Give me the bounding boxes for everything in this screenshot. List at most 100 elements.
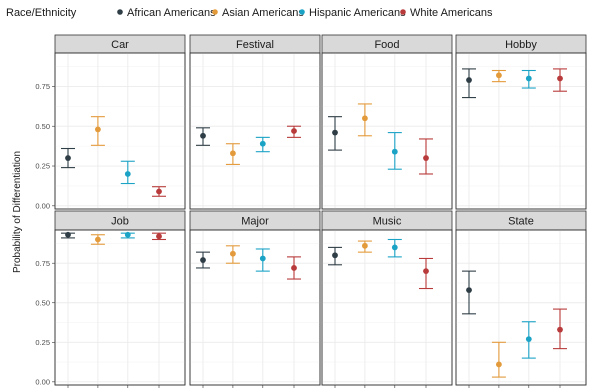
legend-title: Race/Ethnicity — [6, 7, 77, 19]
data-point — [200, 257, 206, 263]
legend: Race/Ethnicity African Americans Asian Am… — [6, 7, 493, 19]
data-point — [423, 268, 429, 275]
point-range — [196, 251, 210, 269]
data-point — [259, 255, 266, 262]
point-range — [491, 69, 506, 83]
data-point — [95, 126, 101, 133]
data-point — [391, 148, 398, 155]
point-range — [61, 231, 75, 239]
y-tick-label: 0.25 — [35, 338, 50, 347]
panel-border — [321, 52, 453, 210]
y-tick-label: 0.00 — [35, 377, 50, 386]
point-range — [491, 341, 506, 378]
point-range — [387, 238, 402, 258]
panel-background — [455, 229, 587, 386]
facet-title: Hobby — [505, 39, 537, 51]
data-point — [156, 233, 162, 240]
panel-background — [321, 229, 453, 386]
data-point — [332, 252, 338, 259]
point-range — [387, 132, 402, 170]
data-point — [466, 287, 472, 294]
panel-border — [455, 229, 587, 386]
facet-panel: Car 0.00 0.25 0.50 0.75 — [35, 34, 186, 210]
data-point — [496, 361, 502, 368]
panel-background — [54, 229, 186, 386]
facet-panel: Music — [321, 210, 453, 388]
data-point — [362, 115, 368, 122]
data-point — [557, 75, 563, 82]
data-point — [291, 265, 297, 271]
point-range — [287, 125, 301, 138]
point-range — [328, 116, 342, 151]
data-point — [362, 242, 368, 249]
data-point — [525, 336, 532, 343]
panel-background — [455, 52, 587, 210]
legend-key-marker — [117, 9, 123, 15]
panel-background — [189, 229, 321, 386]
data-point — [466, 77, 472, 83]
point-range — [61, 147, 75, 169]
point-range — [419, 257, 433, 290]
point-range — [287, 256, 301, 280]
facet-title: Music — [373, 216, 402, 228]
facet-panel: Food — [321, 34, 453, 210]
facet-panel: Festival — [189, 34, 321, 210]
y-tick-label: 0.00 — [35, 201, 50, 210]
point-range — [120, 160, 135, 185]
point-range — [328, 246, 342, 266]
point-range — [152, 232, 166, 241]
data-point — [230, 250, 236, 257]
point-range — [255, 248, 270, 272]
data-point — [156, 188, 162, 195]
y-tick-label: 0.75 — [35, 259, 50, 268]
legend-item: Hispanic Americans — [299, 7, 406, 19]
facet-panel: Job 0.00 0.25 0.50 0.75 — [35, 210, 186, 388]
panel-background — [54, 52, 186, 210]
data-point — [557, 326, 563, 333]
data-point — [525, 75, 532, 82]
data-point — [496, 72, 502, 79]
panel-background — [189, 52, 321, 210]
data-point — [124, 171, 131, 177]
legend-item: Asian Americans — [212, 7, 304, 19]
y-tick-label: 0.50 — [35, 122, 50, 131]
point-range — [225, 143, 240, 165]
point-range — [196, 127, 210, 146]
point-range — [521, 69, 536, 89]
panel-background — [321, 52, 453, 210]
facet-title: Car — [111, 39, 129, 51]
point-range — [357, 240, 372, 253]
panel-border — [54, 52, 186, 210]
data-point — [391, 244, 398, 251]
y-axis-title: Probability of Differentiation — [12, 151, 23, 273]
facet-title: Major — [241, 216, 269, 228]
facet-title: Festival — [236, 39, 274, 51]
point-range — [462, 68, 476, 99]
facet-panel: Hobby — [455, 34, 587, 210]
facet-panel: State — [455, 210, 587, 388]
point-range — [462, 270, 476, 315]
y-tick-label: 0.50 — [35, 298, 50, 307]
legend-key-marker — [400, 9, 406, 15]
point-range — [225, 245, 240, 264]
panel-border — [189, 52, 321, 210]
data-point — [200, 132, 206, 139]
point-range — [553, 308, 567, 350]
y-tick-label: 0.75 — [35, 82, 50, 91]
point-range — [357, 103, 372, 137]
point-range — [553, 68, 567, 92]
facet-title: State — [508, 216, 534, 228]
y-axis-title-group: Probability of Differentiation — [12, 151, 23, 273]
point-range — [152, 186, 166, 197]
data-point — [259, 140, 266, 147]
point-range — [120, 231, 135, 239]
legend-label: Asian Americans — [222, 7, 304, 19]
point-range — [419, 138, 433, 175]
facet-title: Food — [374, 39, 399, 51]
point-range — [255, 136, 270, 153]
y-tick-label: 0.25 — [35, 162, 50, 171]
facet-panels: Car 0.00 0.25 0.50 0.75 Festival Food Hobby Job 0… — [35, 34, 587, 388]
point-range — [90, 116, 105, 146]
legend-label: African Americans — [127, 7, 216, 19]
legend-item: African Americans — [117, 7, 216, 19]
